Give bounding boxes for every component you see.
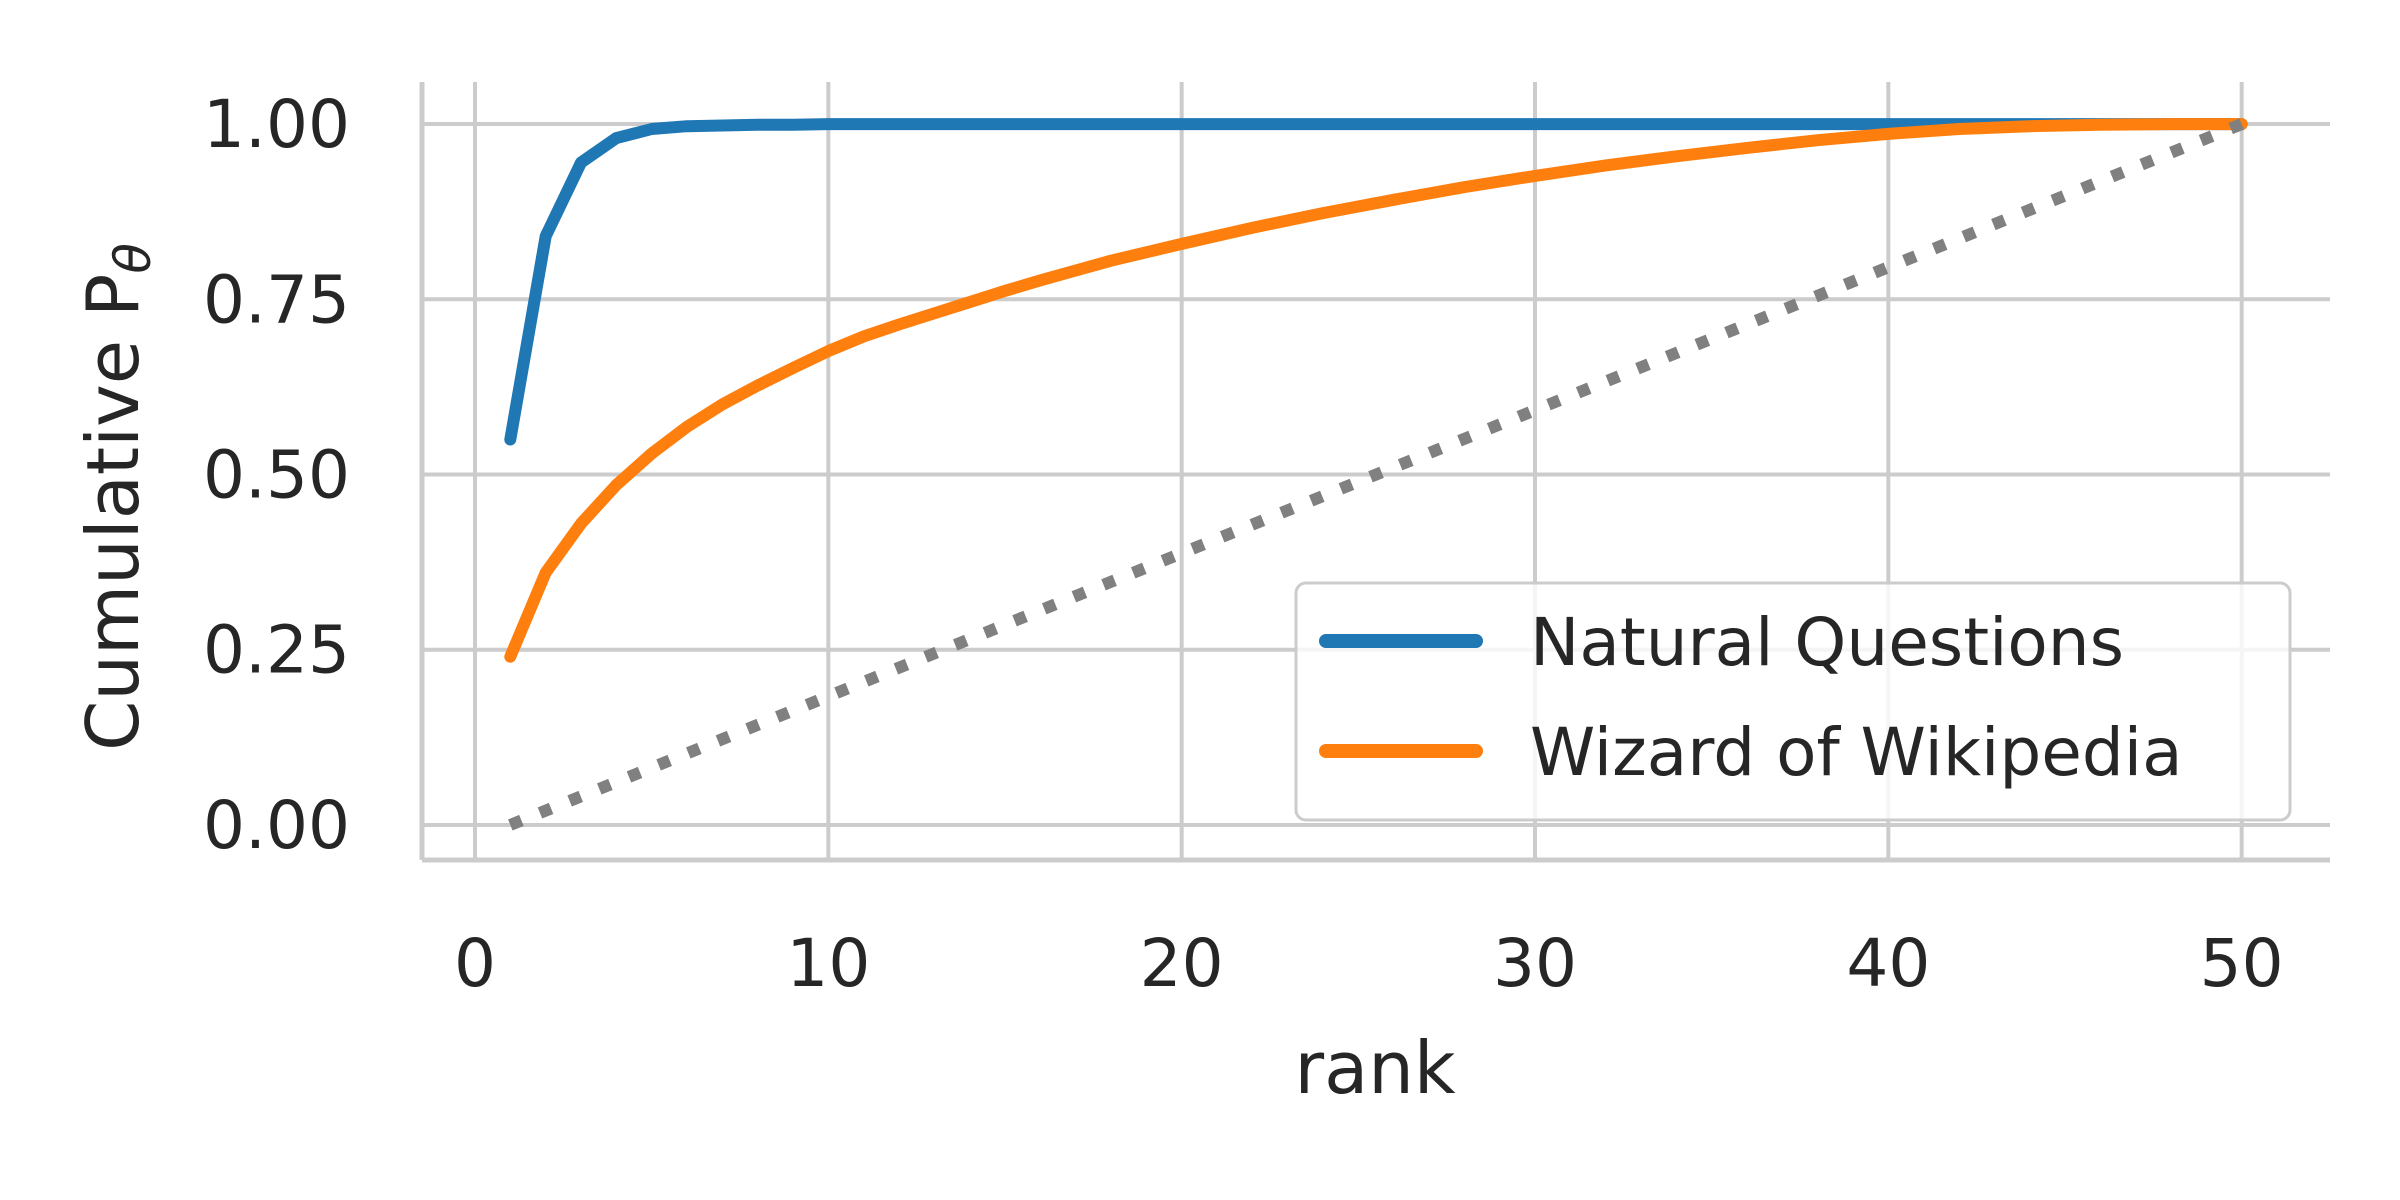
y-tick-label: 0.00 [203, 787, 350, 864]
y-tick-label: 0.50 [203, 437, 350, 514]
y-axis-title-main: Cumulative P [71, 274, 155, 751]
legend: Natural Questions Wizard of Wikipedia [1294, 581, 2292, 822]
axes [419, 82, 2330, 863]
reference-diagonal-line [508, 118, 2244, 831]
x-axis-title: rank [1294, 1026, 1455, 1110]
y-axis-title: Cumulative Pθ [71, 243, 162, 751]
legend-label-natural-questions: Natural Questions [1530, 604, 2124, 681]
y-tick-label: 0.25 [203, 612, 350, 689]
y-tick-label: 0.75 [203, 261, 350, 338]
legend-label-wizard-of-wikipedia: Wizard of Wikipedia [1530, 714, 2183, 791]
x-tick-label: 20 [1140, 925, 1224, 1002]
x-tick-label: 10 [786, 925, 870, 1002]
series-lines [504, 118, 2248, 831]
y-axis-title-subscript: θ [104, 243, 162, 274]
x-tick-label: 0 [454, 925, 496, 1002]
tick-labels: 0 10 20 30 40 50 0.00 0.25 0.50 0.75 1.00 [203, 86, 2284, 1002]
legend-box [1294, 581, 2292, 822]
x-tick-label: 40 [1846, 925, 1930, 1002]
series-line-natural-questions [504, 118, 2248, 446]
series-line-wizard-of-wikipedia [504, 118, 2248, 663]
x-tick-label: 30 [1493, 925, 1577, 1002]
y-tick-label: 1.00 [203, 86, 350, 163]
x-tick-label: 50 [2200, 925, 2284, 1002]
